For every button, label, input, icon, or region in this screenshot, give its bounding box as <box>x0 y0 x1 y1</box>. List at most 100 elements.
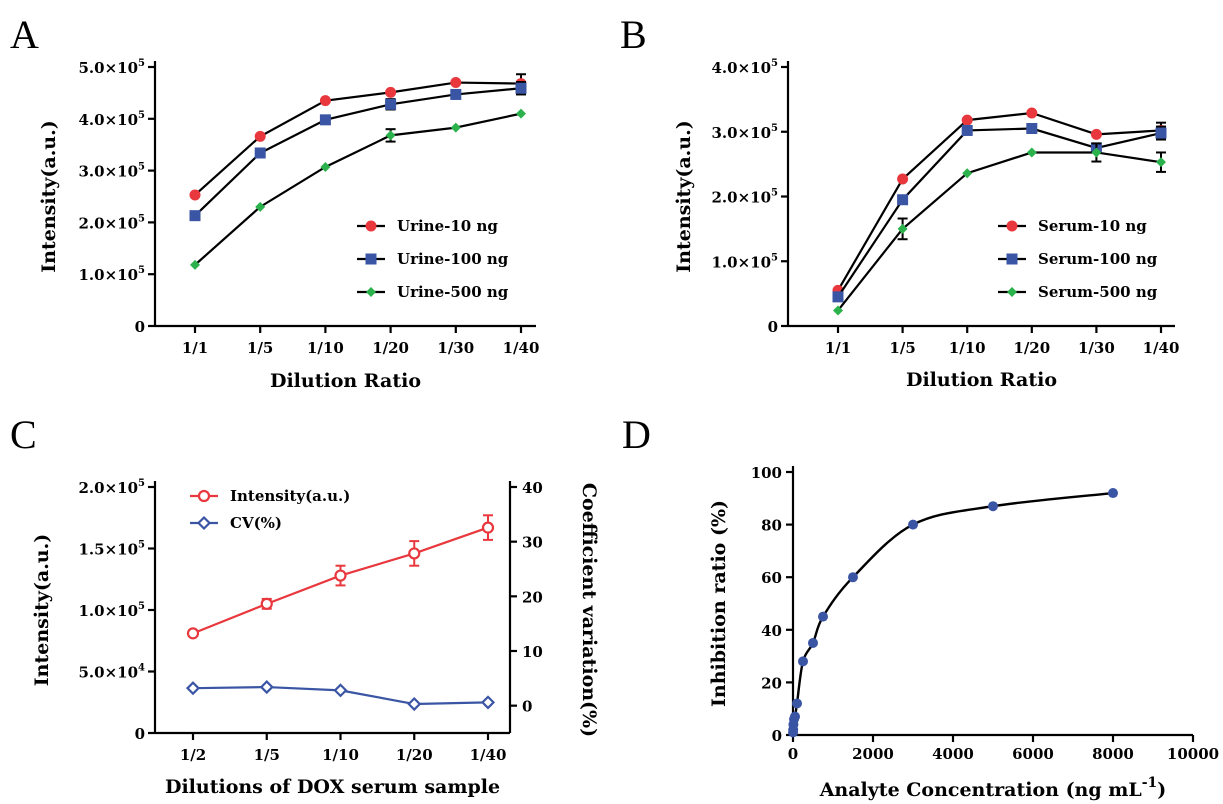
y-tick-label: 0 <box>772 727 782 745</box>
x-tick-label: 1/10 <box>322 746 359 764</box>
x-tick-label: 1/20 <box>1013 339 1050 357</box>
y-tick-label-base: 2.0×10 <box>78 479 138 497</box>
y-tick-label-base: 0 <box>768 318 778 336</box>
y-tick-label-base: 3.0×10 <box>711 124 771 142</box>
data-point <box>897 194 909 206</box>
data-point <box>450 77 462 89</box>
y-tick-label-base: 5.0×10 <box>78 664 138 682</box>
data-point <box>1090 128 1102 140</box>
y-tick-label-exponent: 5 <box>138 213 145 224</box>
y-tick-label-base: 3.0×10 <box>78 163 138 181</box>
y-tick-label-base: 1.5×10 <box>78 541 138 559</box>
series-line-0 <box>837 111 1162 291</box>
data-point <box>408 547 421 560</box>
data-point <box>808 637 818 648</box>
x-axis-title: Dilution Ratio <box>270 370 421 392</box>
data-point <box>798 656 808 667</box>
panel-letter-c: C <box>10 412 37 457</box>
y-tick-label: 3.0×105 <box>78 162 145 181</box>
data-point <box>1026 107 1038 119</box>
data-point <box>319 95 331 107</box>
y-tick-label-base: 2.0×10 <box>78 214 138 232</box>
y-tick-label: 1.0×105 <box>78 265 145 284</box>
data-point <box>792 698 802 709</box>
x-tick-label: 1/30 <box>437 339 474 357</box>
y-tick-label: 0 <box>135 725 145 743</box>
y-tick-label-exponent: 5 <box>138 58 145 69</box>
legend-label: CV(%) <box>230 514 282 532</box>
y-tick-label: 2.0×105 <box>711 188 778 207</box>
y-tick-label: 0 <box>768 318 778 336</box>
x-tick-label: 10000 <box>1167 745 1219 763</box>
legend-label: Intensity(a.u.) <box>230 487 350 505</box>
data-point <box>1026 147 1037 158</box>
y-axis-title: Intensity(a.u.) <box>31 534 53 686</box>
y-tick-label: 60 <box>761 569 782 587</box>
data-point <box>320 161 331 172</box>
data-point <box>988 501 998 512</box>
x-tick-label: 6000 <box>1012 745 1054 763</box>
data-point <box>790 711 800 722</box>
legend-marker <box>1006 220 1018 232</box>
y-tick-label: 1.5×105 <box>78 540 145 559</box>
y-tick-label: 3.0×105 <box>711 123 778 142</box>
y-tick-label-base: 4.0×10 <box>711 59 771 77</box>
x-tick-label: 1/5 <box>254 746 280 764</box>
y-tick-label: 4.0×105 <box>711 58 778 77</box>
x-tick-label: 2000 <box>852 745 894 763</box>
y-tick-label: 1.0×105 <box>711 252 778 271</box>
x-tick-label: 1/1 <box>825 339 851 357</box>
data-point <box>897 223 908 234</box>
y-tick-label-base: 0 <box>135 318 145 336</box>
y-tick-label: 20 <box>761 674 782 692</box>
chart-panel-d: 0 20 40 60 80 100 0 2000 4000 6000 8000 10000 Inhibi… <box>708 464 1219 801</box>
x-axis-title-main: Analyte Concentration (ng mL <box>819 779 1142 801</box>
data-point <box>480 695 496 710</box>
y-tick-label-base: 1.0×10 <box>78 602 138 620</box>
y2-tick-label: 30 <box>522 534 543 552</box>
x-tick-label: 1/40 <box>503 339 540 357</box>
data-point <box>254 147 266 159</box>
y2-tick-label: 40 <box>522 479 543 497</box>
panel-letter-a: A <box>10 12 39 57</box>
data-point <box>1156 157 1166 168</box>
x-tick-label: 0 <box>788 745 798 763</box>
data-point <box>1026 123 1038 135</box>
x-tick-label: 1/10 <box>307 339 344 357</box>
y-tick-label: 40 <box>761 622 782 640</box>
data-point <box>832 291 844 303</box>
y-tick-label-exponent: 5 <box>771 252 778 263</box>
data-point <box>407 696 422 712</box>
data-point <box>450 88 462 100</box>
legend-marker <box>197 489 211 503</box>
data-point <box>385 86 397 98</box>
data-point <box>515 82 527 94</box>
y2-axis-title: Coefficient variation(%) <box>578 483 600 737</box>
x-tick-label: 1/40 <box>1143 339 1180 357</box>
x-tick-label: 1/30 <box>1078 339 1115 357</box>
data-point <box>450 122 461 133</box>
y-tick-label-base: 2.0×10 <box>711 189 771 207</box>
y-tick-label-exponent: 5 <box>138 540 145 551</box>
data-point <box>190 259 200 270</box>
x-tick-label: 1/1 <box>182 339 208 357</box>
x-tick-label: 1/20 <box>396 746 433 764</box>
y-tick-label: 100 <box>751 464 782 482</box>
series-line-2 <box>194 112 522 266</box>
x-tick-label: 1/5 <box>247 339 273 357</box>
y2-tick-label: 10 <box>522 643 543 661</box>
data-point <box>254 130 266 142</box>
y-tick-label-exponent: 5 <box>771 123 778 134</box>
data-point <box>319 114 331 126</box>
legend-label: Urine-10 ng <box>397 217 498 235</box>
data-point <box>961 124 973 136</box>
data-point <box>516 108 526 119</box>
y-tick-label-base: 1.0×10 <box>78 266 138 284</box>
data-point <box>189 189 201 201</box>
y-tick-label-exponent: 5 <box>138 162 145 173</box>
data-point <box>260 597 273 610</box>
x-tick-label: 1/40 <box>470 746 507 764</box>
